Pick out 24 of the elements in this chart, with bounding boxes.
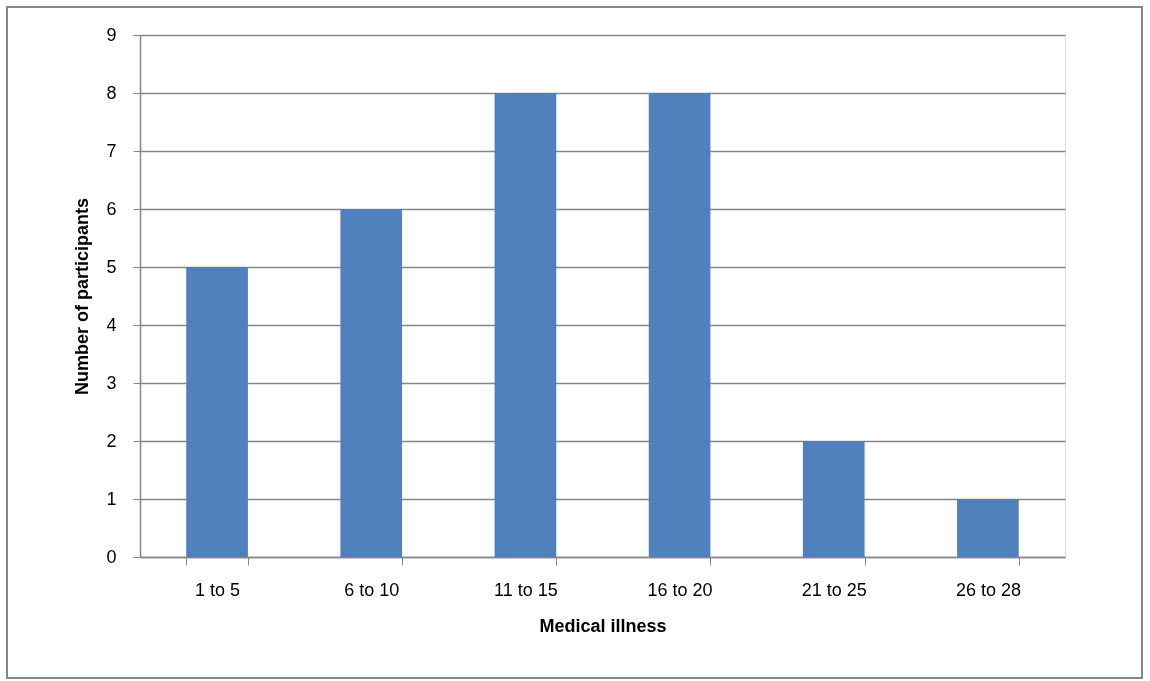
y-tick-label: 3	[106, 372, 117, 393]
x-tick-label: 6 to 10	[344, 579, 400, 600]
bar	[340, 209, 403, 557]
bar	[802, 441, 865, 557]
y-tick-label: 2	[106, 430, 117, 451]
y-tick-label: 0	[106, 546, 117, 567]
y-tick-label: 8	[106, 82, 117, 103]
x-tick-label: 26 to 28	[955, 579, 1021, 600]
x-tick-label: 11 to 15	[494, 579, 558, 600]
bar	[648, 93, 711, 557]
y-tick-label: 5	[106, 256, 117, 277]
bar	[186, 267, 248, 557]
y-tick-label: 4	[106, 314, 117, 335]
bar	[494, 93, 557, 557]
y-tick-label: 7	[106, 140, 117, 161]
bar	[957, 499, 1019, 557]
x-tick-label: 1 to 5	[195, 579, 241, 600]
y-tick-label: 9	[106, 24, 117, 45]
y-axis-title: Number of participants	[72, 197, 93, 396]
x-tick-label: 16 to 20	[647, 579, 713, 600]
x-axis-title: Medical illness	[539, 615, 667, 636]
y-tick-label: 6	[106, 198, 117, 219]
y-tick-label: 1	[106, 488, 117, 509]
x-tick-label: 21 to 25	[801, 579, 867, 600]
